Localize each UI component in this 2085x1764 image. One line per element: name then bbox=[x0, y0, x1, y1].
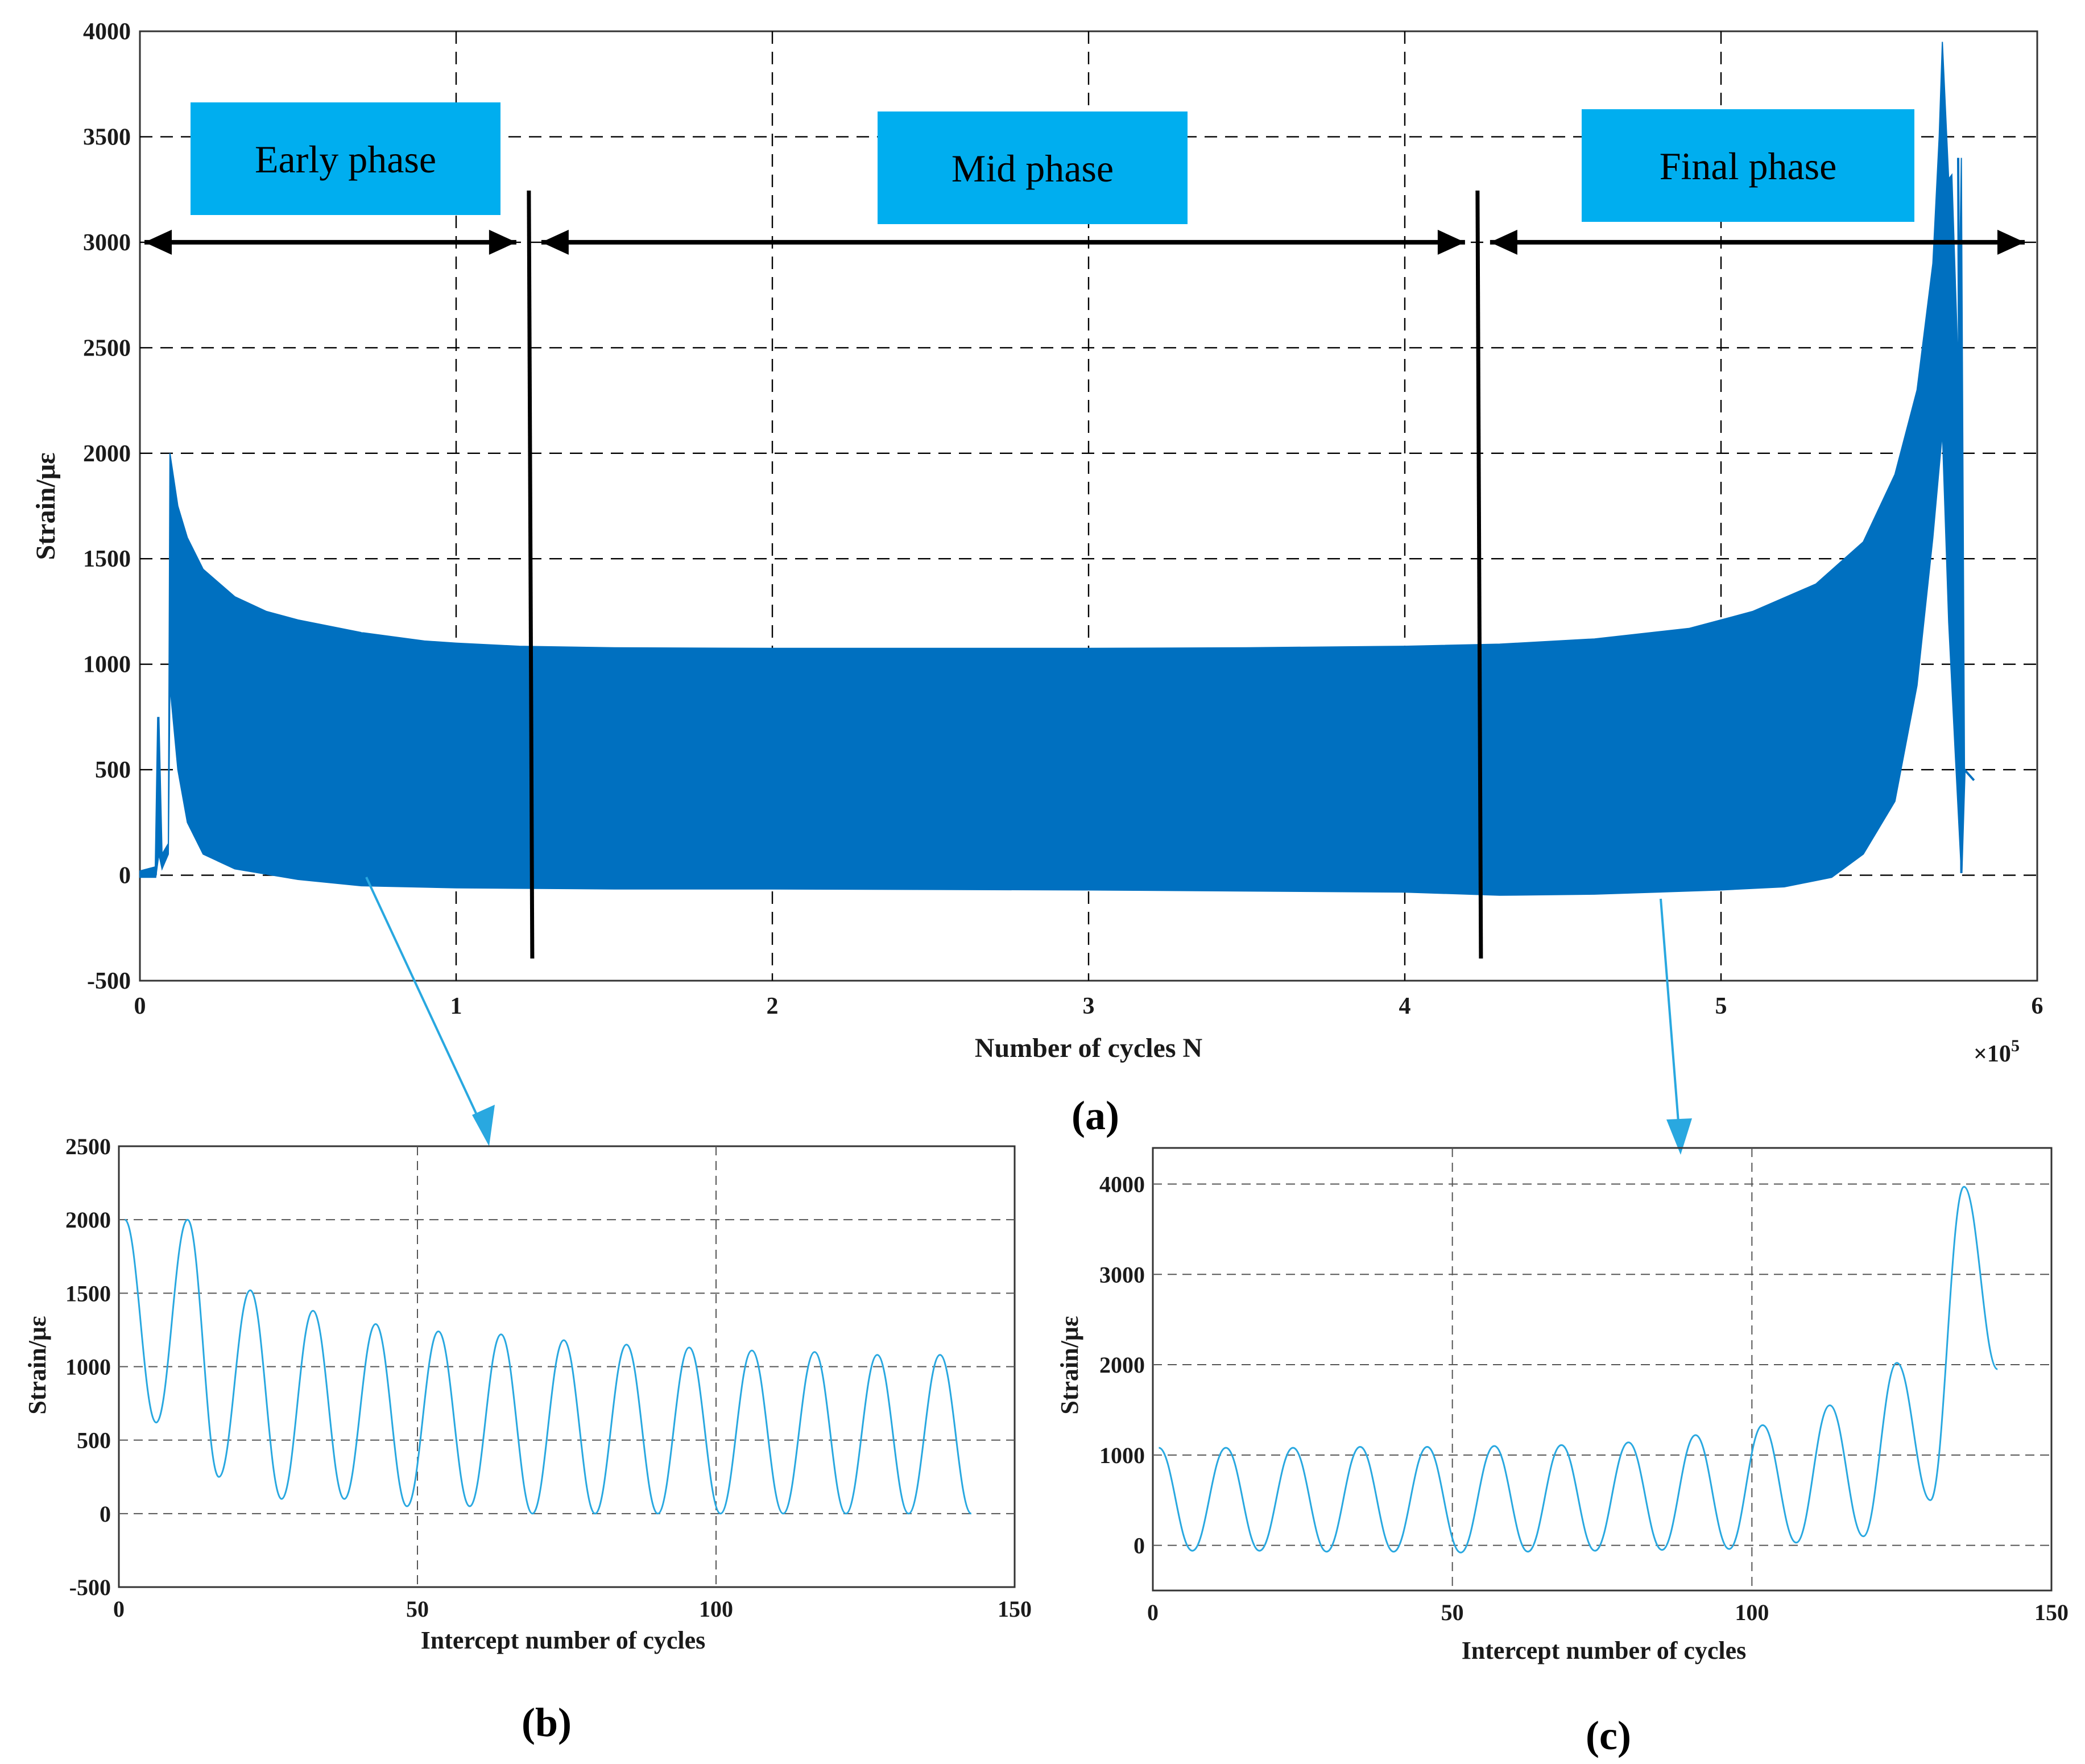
y-tick-label: 2000 bbox=[1099, 1352, 1145, 1378]
y-tick-label: 0 bbox=[100, 1501, 111, 1527]
x-tick-label: 6 bbox=[2032, 993, 2043, 1019]
early-spike bbox=[154, 717, 161, 875]
y-tick-label: 1000 bbox=[1099, 1443, 1145, 1468]
x-tick-label: 100 bbox=[1735, 1600, 1769, 1625]
y-tick-label: 500 bbox=[77, 1428, 111, 1453]
y-tick-label: 4000 bbox=[83, 19, 131, 45]
phase-arrowhead-left bbox=[144, 229, 172, 255]
y-tick-label: 2500 bbox=[65, 1134, 111, 1159]
x-axis-title: Number of cycles N bbox=[975, 1033, 1203, 1063]
y-tick-label: 0 bbox=[1133, 1533, 1145, 1559]
phase-label-box bbox=[191, 102, 500, 215]
x-tick-label: 50 bbox=[406, 1596, 429, 1622]
x-tick-label: 0 bbox=[1147, 1600, 1159, 1625]
phase-label: Final phase bbox=[1660, 144, 1837, 188]
callout-arrowhead-c bbox=[1666, 1118, 1692, 1155]
y-tick-label: 500 bbox=[95, 757, 131, 783]
phase-arrowhead-right bbox=[1437, 229, 1465, 255]
panel-label-c: (c) bbox=[1586, 1713, 1631, 1758]
x-tick-label: 5 bbox=[1715, 993, 1727, 1019]
y-tick-label: 4000 bbox=[1099, 1172, 1145, 1197]
phase-arrowhead-left bbox=[1490, 229, 1517, 255]
callout-arrows bbox=[365, 877, 1692, 1155]
y-axis-title-b: Strain/με bbox=[23, 1316, 51, 1414]
plot-frame-c bbox=[1152, 1147, 2053, 1592]
x-multiplier-exponent: 5 bbox=[2011, 1036, 2020, 1055]
y-axis-title: Strain/με bbox=[31, 452, 61, 560]
panel-label-a: (a) bbox=[1072, 1093, 1119, 1138]
x-tick-label: 3 bbox=[1083, 993, 1095, 1019]
phase-label-box bbox=[1582, 109, 1914, 222]
y-tick-label: 1500 bbox=[83, 546, 131, 572]
x-tick-label: 150 bbox=[2034, 1600, 2069, 1625]
x-tick-label: 150 bbox=[998, 1596, 1032, 1622]
y-tick-label: 2000 bbox=[65, 1207, 111, 1233]
y-tick-label: 2000 bbox=[83, 441, 131, 467]
phase-label: Mid phase bbox=[952, 147, 1114, 190]
callout-arrowhead-b bbox=[472, 1105, 495, 1146]
tick-labels: 0 1 2 3 4 5 6-50005001000150020002500300035004… bbox=[83, 19, 2043, 1019]
grid-b bbox=[119, 1146, 1015, 1587]
panel-c: 0 50 100 150 0 1000 2000 3000 4000 Intercept num… bbox=[1056, 1147, 2069, 1758]
phase-annotations: Early phase Mid phase Final phase bbox=[144, 102, 2025, 959]
phase-divider bbox=[1475, 190, 1483, 959]
y-tick-label: 1000 bbox=[65, 1354, 111, 1380]
strain-line-b bbox=[124, 1218, 972, 1515]
strain-area bbox=[139, 42, 1975, 896]
y-tick-label: 1000 bbox=[83, 652, 131, 678]
y-tick-label: -500 bbox=[87, 968, 131, 994]
x-tick-label: 1 bbox=[450, 993, 462, 1019]
x-tick-label: 50 bbox=[1441, 1600, 1464, 1625]
strain-trace bbox=[1158, 1185, 1998, 1554]
y-tick-label: 3000 bbox=[83, 230, 131, 256]
x-axis-title-c: Intercept number of cycles bbox=[1462, 1637, 1747, 1664]
callout-arrow-b bbox=[365, 877, 485, 1130]
x-axis-title-b: Intercept number of cycles bbox=[421, 1626, 706, 1654]
x-tick-label: 4 bbox=[1399, 993, 1411, 1019]
y-tick-label: 3000 bbox=[1099, 1262, 1145, 1287]
x-multiplier-base: ×10 bbox=[1974, 1041, 2011, 1067]
y-tick-label: 3500 bbox=[83, 124, 131, 150]
x-tick-label: 0 bbox=[134, 993, 146, 1019]
phase-label-box bbox=[878, 111, 1188, 224]
y-tick-label: 1500 bbox=[65, 1280, 111, 1306]
phase-label: Early phase bbox=[255, 138, 436, 181]
x-multiplier: ×105 bbox=[1974, 1036, 2020, 1067]
phase-arrowhead-right bbox=[489, 229, 516, 255]
x-tick-label: 100 bbox=[699, 1596, 733, 1622]
phase-arrowhead-left bbox=[541, 229, 569, 255]
phase-divider bbox=[527, 190, 535, 959]
strain-trace bbox=[124, 1218, 972, 1515]
y-tick-label: -500 bbox=[69, 1575, 111, 1600]
phase-arrowhead-right bbox=[1997, 229, 2025, 255]
callout-arrow-c bbox=[1660, 898, 1680, 1130]
tick-labels-c: 0 50 100 150 0 1000 2000 3000 4000 bbox=[1099, 1172, 2069, 1625]
grid-c bbox=[1153, 1148, 2051, 1591]
panel-a: 0 1 2 3 4 5 6-50005001000150020002500300035004… bbox=[31, 19, 2043, 1138]
x-tick-label: 2 bbox=[767, 993, 779, 1019]
y-tick-label: 2500 bbox=[83, 335, 131, 361]
panel-label-b: (b) bbox=[522, 1700, 572, 1745]
y-tick-label: 0 bbox=[119, 863, 131, 889]
strain-line-c bbox=[1158, 1185, 1998, 1554]
failure-tail bbox=[1957, 158, 1975, 873]
x-tick-label: 0 bbox=[113, 1596, 125, 1622]
y-axis-title-c: Strain/με bbox=[1056, 1316, 1083, 1414]
